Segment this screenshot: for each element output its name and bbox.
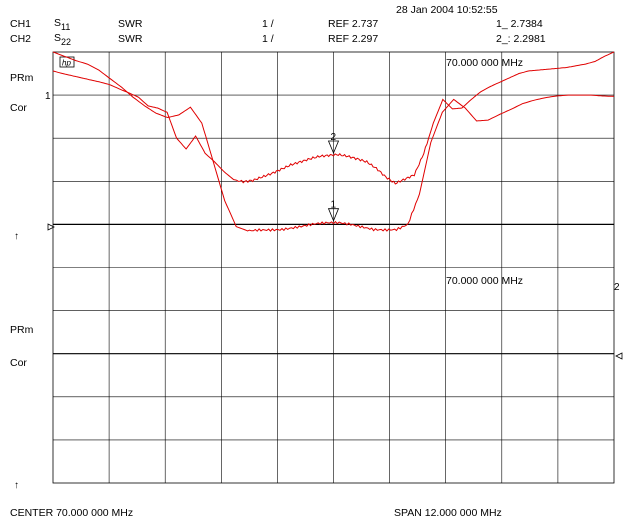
ch1-ref-arrow <box>47 223 55 231</box>
grid <box>52 51 615 484</box>
trace-s22 <box>52 51 615 185</box>
cor-label-bottom: Cor <box>10 357 27 369</box>
ch1-param-sub: 11 <box>61 22 71 32</box>
hp-logo: hp <box>59 56 75 68</box>
ch1-ref: REF 2.737 <box>328 18 379 30</box>
cor-label-top: Cor <box>10 102 27 114</box>
up-arrow-icon: ↑ <box>14 480 19 491</box>
up-arrow-icon: ↑ <box>14 231 19 242</box>
traces <box>52 51 615 232</box>
ch2-param-sub: 22 <box>61 37 72 47</box>
marker-1-triangle <box>327 208 340 222</box>
ch1-param: S11 <box>54 17 71 32</box>
hp-logo-text: hp <box>62 59 71 68</box>
ch2-param-letter: S <box>54 32 62 44</box>
ch2-scale: 1 / <box>262 33 274 45</box>
reference-marks: 1 ↑ 2 ↑ <box>14 91 623 491</box>
marker-2-triangle <box>327 140 340 155</box>
center-frequency: CENTER 70.000 000 MHz <box>10 507 134 519</box>
markers: 1 70.000 000 MHz 2 70.000 000 MHz <box>327 57 523 287</box>
ch2-label: CH2 <box>10 33 32 45</box>
marker-2-label: 2 <box>331 132 337 143</box>
ch1-label: CH1 <box>10 18 32 30</box>
ch1-scale: 1 / <box>262 18 274 30</box>
ch1-ref-position-label: 1 <box>45 91 51 102</box>
marker-1-label: 1 <box>331 200 337 211</box>
ch2-marker-readout: 2_: 2.2981 <box>496 33 546 45</box>
prm-label-top: PRm <box>10 72 34 84</box>
prm-label-bottom: PRm <box>10 324 34 336</box>
ch2-ref-position-label: 2 <box>614 282 620 293</box>
ch1-param-letter: S <box>54 17 62 29</box>
datetime: 28 Jan 2004 10:52:55 <box>396 4 498 16</box>
marker-2-frequency-readout: 70.000 000 MHz <box>446 275 523 287</box>
ch2-ref-arrow <box>615 352 623 360</box>
ch1-format: SWR <box>118 18 143 30</box>
ch2-format: SWR <box>118 33 143 45</box>
trace-s11 <box>52 51 615 232</box>
ch2-param: S22 <box>54 32 72 47</box>
ch1-marker-readout: 1_ 2.7384 <box>496 18 543 30</box>
marker-1-frequency-readout: 70.000 000 MHz <box>446 57 523 69</box>
ch2-ref: REF 2.297 <box>328 33 379 45</box>
span-frequency: SPAN 12.000 000 MHz <box>394 507 502 519</box>
